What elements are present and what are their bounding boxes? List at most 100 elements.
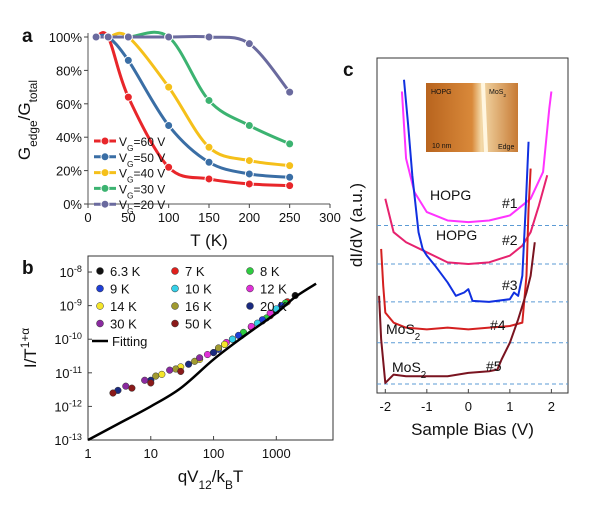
legend-marker bbox=[246, 284, 254, 293]
y-tick-label: 40% bbox=[56, 130, 82, 145]
legend-marker bbox=[100, 168, 110, 178]
legend-marker bbox=[246, 267, 254, 275]
legend-marker bbox=[246, 302, 254, 310]
point bbox=[221, 340, 229, 348]
x-tick-label: 2 bbox=[548, 399, 555, 414]
x-tick-label: 150 bbox=[198, 210, 220, 225]
annotation: #4 bbox=[490, 317, 506, 333]
annotation: HOPG bbox=[430, 187, 471, 203]
annotation: #1 bbox=[502, 195, 518, 211]
point bbox=[285, 87, 295, 97]
y-tick-label: 100% bbox=[49, 30, 83, 45]
legend-marker bbox=[100, 136, 110, 146]
legend-marker bbox=[96, 284, 104, 293]
x-tick-label: 1 bbox=[506, 399, 513, 414]
fit-line bbox=[87, 282, 317, 442]
y-tick-label: 20% bbox=[56, 164, 82, 179]
point bbox=[158, 370, 166, 378]
x-tick-label: -2 bbox=[380, 399, 392, 414]
y-tick-label: 0% bbox=[63, 197, 82, 212]
point bbox=[228, 335, 236, 343]
x-axis-label: qV12/kBT bbox=[178, 467, 244, 492]
spectrum bbox=[402, 79, 530, 303]
legend-marker bbox=[171, 267, 179, 275]
inset-label: 10 nm bbox=[432, 143, 452, 150]
legend-label: 12 K bbox=[260, 282, 287, 297]
x-tick-label: 0 bbox=[84, 210, 91, 225]
y-tick-label: 60% bbox=[56, 97, 82, 112]
y-tick-label: 10-13 bbox=[54, 432, 82, 448]
point bbox=[103, 32, 113, 42]
point bbox=[147, 379, 155, 387]
legend-marker bbox=[96, 319, 104, 328]
panel-label: c bbox=[343, 60, 354, 81]
legend-marker bbox=[100, 183, 110, 193]
point bbox=[123, 32, 133, 42]
y-tick-label: 10-10 bbox=[54, 331, 82, 347]
inset-label: MoS2 bbox=[489, 89, 506, 99]
axes-box bbox=[87, 255, 334, 441]
x-tick-label: 300 bbox=[319, 210, 341, 225]
point bbox=[204, 142, 214, 152]
point bbox=[166, 366, 174, 374]
y-axis-label: dI/dV (a.u.) bbox=[347, 183, 366, 267]
point bbox=[203, 350, 212, 359]
annotation: #3 bbox=[502, 277, 518, 293]
point bbox=[164, 32, 174, 42]
point bbox=[196, 354, 204, 362]
x-tick-label: -1 bbox=[421, 399, 433, 414]
y-tick-label: 80% bbox=[56, 63, 82, 78]
point bbox=[204, 157, 214, 167]
point bbox=[122, 382, 130, 390]
legend-marker bbox=[100, 152, 110, 162]
point bbox=[191, 357, 199, 365]
y-tick-label: 10-11 bbox=[55, 365, 82, 381]
point bbox=[164, 162, 174, 172]
legend-marker bbox=[100, 199, 110, 209]
annotation: #2 bbox=[502, 232, 518, 248]
x-tick-label: 50 bbox=[121, 210, 135, 225]
legend-label: 7 K bbox=[185, 264, 205, 279]
point bbox=[209, 349, 218, 357]
y-tick-label: 10-8 bbox=[59, 264, 82, 280]
legend-marker bbox=[96, 302, 104, 310]
point bbox=[244, 179, 254, 189]
legend-label: 10 K bbox=[185, 282, 212, 297]
legend-label: VG=40 V bbox=[119, 167, 165, 185]
panel-label: b bbox=[22, 258, 34, 279]
point bbox=[123, 92, 133, 102]
x-tick-label: 10 bbox=[144, 446, 158, 461]
point bbox=[164, 121, 174, 131]
point bbox=[204, 95, 214, 105]
y-axis-label: Gedge/Gtotal bbox=[15, 80, 40, 160]
spectrum bbox=[378, 242, 536, 384]
point bbox=[204, 32, 214, 42]
point bbox=[185, 360, 193, 368]
y-axis-label: I/T1+α bbox=[18, 328, 40, 368]
annotation: HOPG bbox=[436, 227, 477, 243]
inset-label: HOPG bbox=[431, 89, 452, 96]
x-axis-label: T (K) bbox=[190, 231, 227, 250]
legend-label: 6.3 K bbox=[110, 264, 141, 279]
point bbox=[109, 389, 117, 397]
legend-label: VG=60 V bbox=[119, 135, 165, 153]
annotation: MoS2 bbox=[392, 359, 426, 381]
legend-marker bbox=[96, 267, 104, 275]
point bbox=[244, 39, 254, 49]
point bbox=[164, 82, 174, 92]
point bbox=[244, 169, 254, 179]
point bbox=[244, 121, 254, 131]
point bbox=[244, 156, 254, 166]
point bbox=[285, 181, 295, 191]
x-tick-label: 200 bbox=[238, 210, 260, 225]
point bbox=[214, 344, 223, 352]
point bbox=[177, 367, 185, 375]
point bbox=[285, 139, 295, 149]
legend-label: 50 K bbox=[185, 317, 212, 332]
curve bbox=[96, 35, 291, 94]
y-tick-label: 10-12 bbox=[54, 398, 82, 414]
x-axis-label: Sample Bias (V) bbox=[411, 420, 534, 439]
legend-label: VG=20 V bbox=[119, 198, 165, 216]
y-tick-label: 10-9 bbox=[59, 298, 82, 314]
point bbox=[204, 174, 214, 184]
